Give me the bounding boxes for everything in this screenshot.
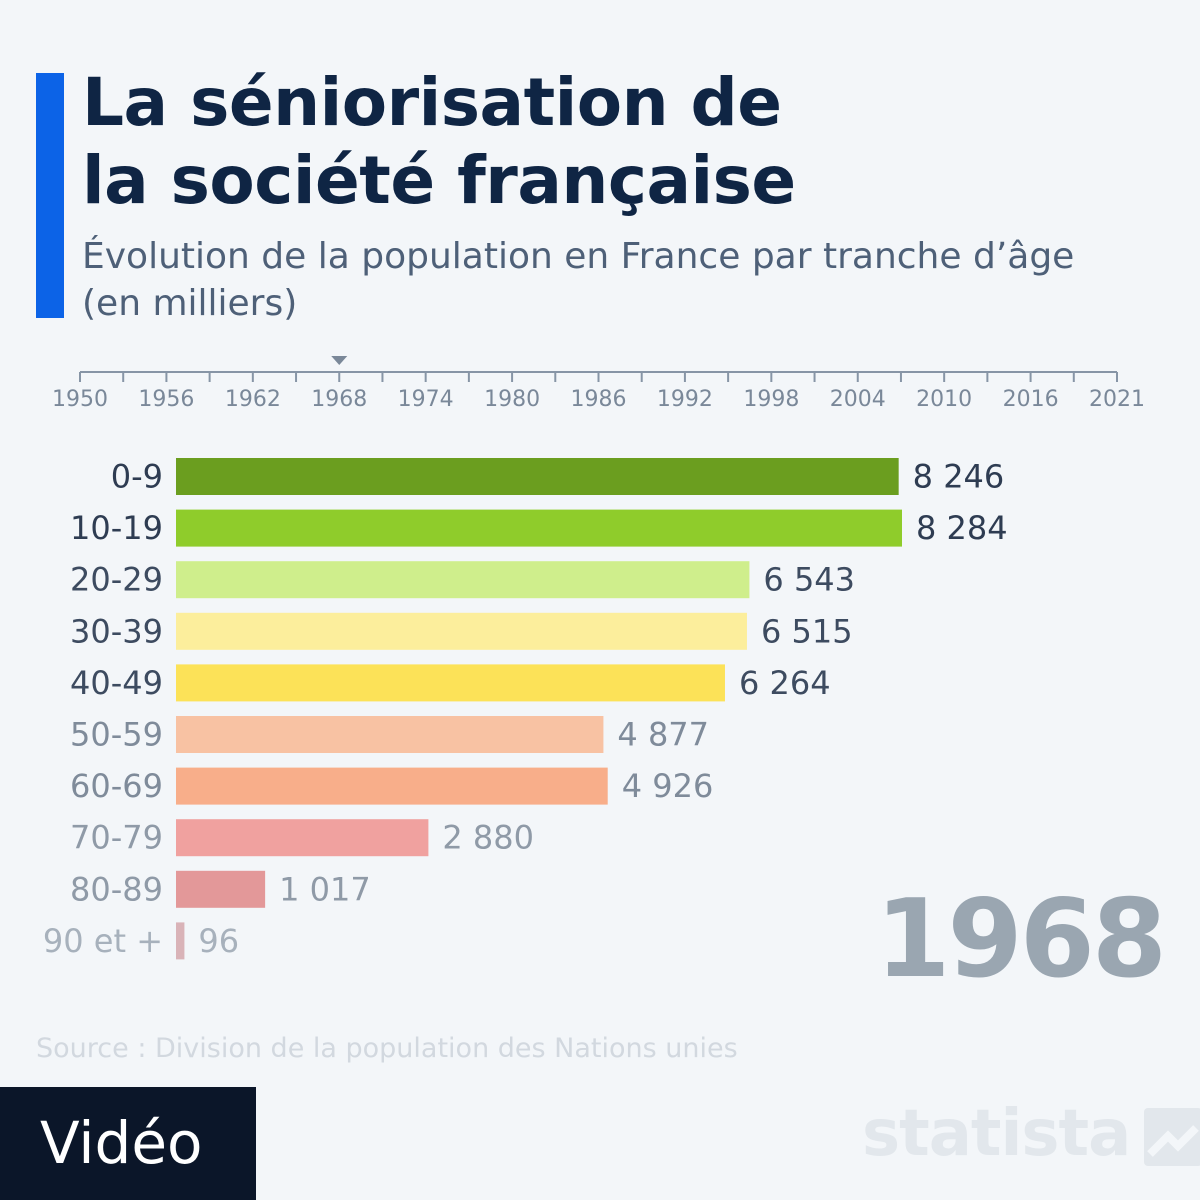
timeline-year-label[interactable]: 2004 bbox=[830, 387, 886, 412]
timeline-year-label[interactable]: 1956 bbox=[138, 387, 194, 412]
bar-value-label: 6 515 bbox=[761, 612, 853, 650]
year-timeline[interactable]: 1950 1956 1962 1968 1974 1980 1986 1992 1998 2004… bbox=[40, 350, 1160, 420]
subtitle-line-1: Évolution de la population en France par… bbox=[82, 236, 1075, 277]
bar-category-label: 40-49 bbox=[70, 664, 163, 702]
bar-category-label: 70-79 bbox=[70, 819, 163, 857]
bar-90-et-plus bbox=[176, 922, 185, 960]
source-note: Source : Division de la population des N… bbox=[36, 1033, 738, 1064]
page-title: La séniorisation de la société française bbox=[82, 64, 1142, 220]
timeline-year-label[interactable]: 1992 bbox=[657, 387, 713, 412]
bar-40-49 bbox=[176, 664, 725, 702]
bar-category-label: 80-89 bbox=[70, 870, 163, 908]
subtitle-line-2: (en milliers) bbox=[82, 283, 298, 324]
page-subtitle: Évolution de la population en France par… bbox=[82, 233, 1162, 327]
timeline-current-marker[interactable] bbox=[331, 356, 348, 365]
bar-80-89 bbox=[176, 870, 266, 908]
timeline-year-label[interactable]: 2016 bbox=[1003, 387, 1059, 412]
bar-value-label: 8 246 bbox=[913, 458, 1005, 496]
timeline-year-label[interactable]: 2021 bbox=[1089, 387, 1145, 412]
bar-50-59 bbox=[176, 716, 604, 753]
bar-value-label: 2 880 bbox=[442, 819, 534, 857]
timeline-year-label[interactable]: 1980 bbox=[484, 387, 540, 412]
bar-70-79 bbox=[176, 819, 429, 857]
bar-60-69 bbox=[176, 767, 608, 805]
bar-value-label: 6 264 bbox=[739, 664, 831, 702]
bar-category-label: 0-9 bbox=[111, 458, 163, 496]
bar-category-label: 60-69 bbox=[70, 767, 163, 805]
timeline-year-label[interactable]: 1974 bbox=[398, 387, 454, 412]
timeline-year-label[interactable]: 2010 bbox=[916, 387, 972, 412]
bar-category-label: 20-29 bbox=[70, 561, 163, 599]
population-bar-chart: 0-9 8 246 10-19 8 284 20-29 6 543 30-39 6 515 40… bbox=[43, 458, 1008, 960]
bar-value-label: 4 926 bbox=[622, 767, 714, 805]
bar-20-29 bbox=[176, 561, 750, 599]
bar-30-39 bbox=[176, 612, 747, 650]
bar-value-label: 6 543 bbox=[763, 561, 855, 599]
bar-value-label: 1 017 bbox=[279, 870, 371, 908]
title-line-1: La séniorisation de bbox=[82, 64, 782, 141]
bar-10-19 bbox=[176, 509, 902, 547]
bar-category-label: 30-39 bbox=[70, 612, 163, 650]
bar-value-label: 4 877 bbox=[617, 716, 709, 754]
bar-category-label: 90 et + bbox=[43, 922, 163, 960]
timeline-year-label[interactable]: 1998 bbox=[743, 387, 799, 412]
statista-logo-text: statista bbox=[862, 1097, 1131, 1171]
current-year-display: 1968 bbox=[875, 877, 1167, 1002]
video-badge[interactable]: Vidéo bbox=[0, 1087, 256, 1200]
title-accent-bar bbox=[36, 73, 64, 318]
timeline-year-label[interactable]: 1968 bbox=[311, 387, 367, 412]
bar-category-label: 50-59 bbox=[70, 716, 163, 754]
statista-logo-icon bbox=[1144, 1108, 1200, 1166]
bar-value-label: 96 bbox=[198, 922, 239, 960]
bar-category-label: 10-19 bbox=[70, 509, 163, 547]
timeline-year-label[interactable]: 1962 bbox=[225, 387, 281, 412]
bar-0-9 bbox=[176, 458, 899, 495]
bar-value-label: 8 284 bbox=[916, 509, 1008, 547]
title-line-2: la société française bbox=[82, 142, 796, 219]
statista-logo[interactable]: statista bbox=[862, 1094, 1200, 1174]
timeline-year-label[interactable]: 1950 bbox=[52, 387, 108, 412]
timeline-year-label[interactable]: 1986 bbox=[571, 387, 627, 412]
